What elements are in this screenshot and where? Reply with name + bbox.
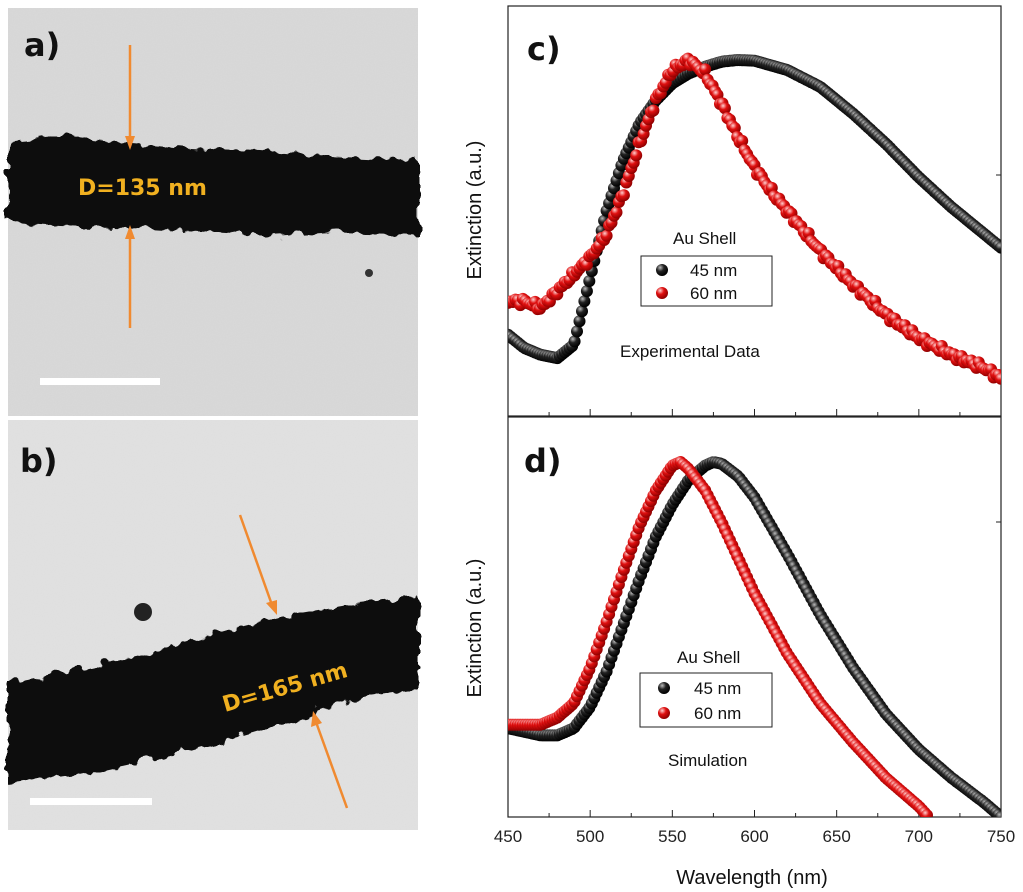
data-point xyxy=(647,104,660,117)
x-tick-label: 450 xyxy=(494,827,522,846)
x-tick-label: 500 xyxy=(576,827,604,846)
series-60-nm-panel-d xyxy=(508,456,933,817)
data-point xyxy=(571,325,583,338)
data-point xyxy=(995,372,1001,385)
data-point xyxy=(995,241,1001,254)
data-point xyxy=(617,189,630,202)
data-point xyxy=(995,811,1001,817)
panel-label-b: b) xyxy=(20,442,58,480)
data-point xyxy=(718,102,731,115)
legend-title-c: Au Shell xyxy=(673,229,736,248)
legend-c: Au Shell 45 nm 60 nm xyxy=(640,229,773,307)
legend-label-45-d: 45 nm xyxy=(694,679,741,698)
data-point xyxy=(583,275,596,288)
data-point xyxy=(728,122,741,134)
x-tick-label: 550 xyxy=(658,827,686,846)
data-point xyxy=(600,229,613,242)
micrograph-a: D=135 nm a) xyxy=(8,8,418,416)
data-point xyxy=(630,149,643,162)
legend-marker-60-d xyxy=(658,707,670,719)
x-tick-labels: 450 500 550 600 650 700 750 xyxy=(494,827,1015,846)
data-point xyxy=(576,305,588,318)
annotation-c: Experimental Data xyxy=(620,342,760,361)
x-tick-label: 750 xyxy=(987,827,1015,846)
y-ticks xyxy=(996,174,1001,523)
legend-label-60-c: 60 nm xyxy=(690,284,737,303)
y-axis-title-c: Extinction (a.u.) xyxy=(464,141,486,280)
data-point xyxy=(921,809,933,817)
legend-label-60-d: 60 nm xyxy=(694,704,741,723)
micrograph-b: D=165 nm b) xyxy=(8,420,418,830)
data-point xyxy=(699,63,712,76)
legend-title-d: Au Shell xyxy=(677,648,740,667)
legend-marker-60-c xyxy=(656,287,668,299)
scale-bar-a xyxy=(40,378,160,385)
panel-label-d: d) xyxy=(524,442,562,480)
legend-marker-45-d xyxy=(658,682,670,694)
series-45-nm-panel-d xyxy=(508,456,1001,817)
x-tick-label: 600 xyxy=(740,827,768,846)
annotation-d: Simulation xyxy=(668,751,747,770)
x-tick-label: 650 xyxy=(822,827,850,846)
arrow-top-b xyxy=(238,514,274,606)
data-point xyxy=(568,335,581,348)
diameter-label-a: D=135 nm xyxy=(78,176,207,201)
y-axis-title-d: Extinction (a.u.) xyxy=(464,559,486,698)
series-45-nm-panel-c xyxy=(508,54,1001,365)
panel-label-c: c) xyxy=(527,30,561,68)
scale-bar-b xyxy=(30,798,152,805)
legend-label-45-c: 45 nm xyxy=(690,261,737,280)
panel-label-a: a) xyxy=(24,26,60,64)
arrow-bottom-b xyxy=(314,721,349,809)
plot-c-series xyxy=(508,52,1001,385)
data-point xyxy=(573,315,586,328)
data-point xyxy=(578,295,591,308)
series-60-nm-panel-c xyxy=(508,52,1001,385)
legend-marker-45-c xyxy=(656,264,668,276)
data-point xyxy=(610,206,623,219)
plot-d-series xyxy=(508,456,1001,817)
data-point xyxy=(736,134,749,147)
x-tick-label: 700 xyxy=(905,827,933,846)
data-point xyxy=(580,285,593,298)
x-axis-title: Wavelength (nm) xyxy=(676,867,828,889)
x-ticks xyxy=(507,409,1002,817)
legend-d: Au Shell 45 nm 60 nm xyxy=(639,648,773,728)
